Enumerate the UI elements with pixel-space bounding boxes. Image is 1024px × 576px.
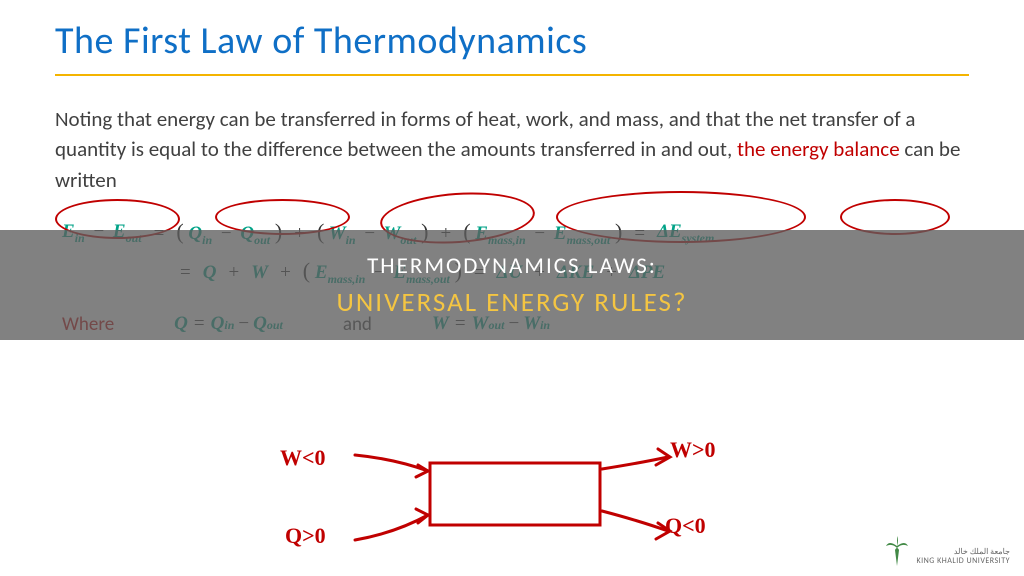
university-logo: جامعة الملك خالد KING KHALID UNIVERSITY <box>884 536 1010 566</box>
system-sketch: W<0 Q>0 W>0 Q<0 <box>300 445 720 565</box>
logo-text: جامعة الملك خالد KING KHALID UNIVERSITY <box>916 548 1010 566</box>
overlay-line-1: THERMODYNAMICS LAWS: <box>367 252 657 280</box>
sketch-svg <box>300 445 720 565</box>
sketch-work-in-label: W<0 <box>280 445 326 471</box>
page-title: The First Law of Thermodynamics <box>55 18 969 64</box>
overlay-banner: THERMODYNAMICS LAWS: UNIVERSAL ENERGY RU… <box>0 230 1024 340</box>
paragraph-highlight: the energy balance <box>737 136 900 162</box>
slide: The First Law of Thermodynamics Noting t… <box>0 0 1024 576</box>
title-block: The First Law of Thermodynamics <box>0 0 1024 64</box>
intro-paragraph: Noting that energy can be transferred in… <box>0 76 1024 195</box>
overlay-line-2: UNIVERSAL ENERGY RULES? <box>337 286 688 319</box>
sketch-heat-in-label: Q>0 <box>285 523 326 549</box>
sketch-heat-out-label: Q<0 <box>665 513 706 539</box>
palm-icon <box>884 536 910 566</box>
sketch-work-out-label: W>0 <box>670 437 716 463</box>
